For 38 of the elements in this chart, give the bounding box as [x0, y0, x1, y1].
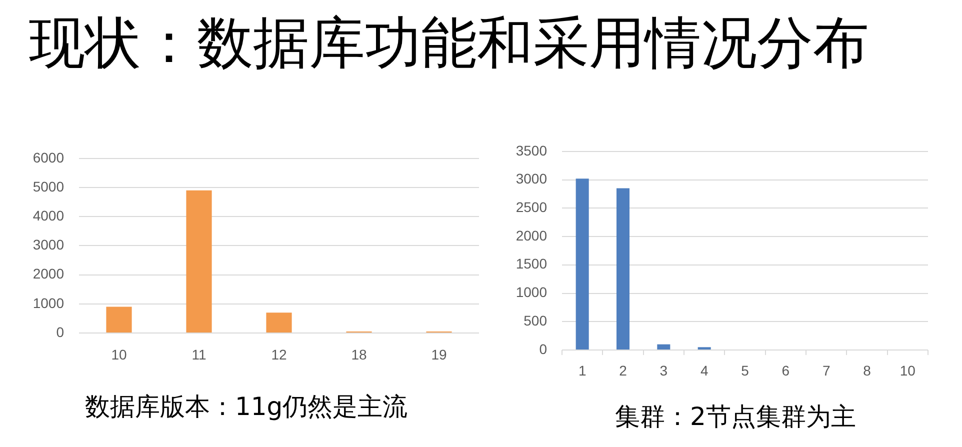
y-tick-label: 3000 [516, 170, 548, 187]
y-tick-label: 2000 [32, 266, 64, 282]
y-tick-label: 2000 [516, 227, 548, 244]
x-tick-label: 12 [271, 346, 287, 362]
x-tick-label: 5 [741, 362, 750, 378]
bar [616, 188, 630, 350]
y-tick-label: 1000 [32, 294, 64, 311]
y-tick-label: 2500 [516, 199, 548, 215]
bar [186, 190, 212, 332]
bar [266, 312, 292, 332]
chart-title: 现状：数据库功能和采用情况分布 [29, 10, 869, 78]
y-tick-label: 0 [539, 340, 548, 357]
x-tick-label: 10 [111, 346, 127, 362]
y-tick-label: 0 [56, 324, 64, 340]
y-tick-label: 4000 [32, 207, 64, 224]
x-tick-label: 1 [578, 362, 586, 378]
text: 集群：2节点集群为主 [615, 401, 856, 433]
y-tick-label: 1500 [516, 256, 548, 272]
text: 数据库版本：11g仍然是主流 [85, 391, 408, 423]
x-tick-label: 4 [700, 362, 708, 378]
x-tick-label: 8 [863, 362, 872, 378]
x-tick-label: 18 [351, 346, 367, 362]
bar [576, 178, 589, 350]
y-tick-label: 6000 [32, 149, 64, 166]
y-tick-label: 5000 [32, 178, 64, 194]
x-tick-label: 2 [619, 362, 628, 378]
y-tick-label: 500 [524, 312, 548, 328]
y-tick-label: 3000 [32, 236, 64, 253]
y-tick-label: 3500 [516, 142, 548, 158]
x-tick-label: 7 [822, 362, 830, 378]
bar [106, 306, 132, 332]
bar [657, 344, 670, 350]
x-tick-label: 11 [192, 346, 206, 362]
x-tick-label: 6 [782, 362, 790, 378]
x-tick-label: 19 [431, 346, 447, 362]
x-tick-label: 3 [660, 362, 668, 378]
y-tick-label: 1000 [516, 284, 548, 300]
x-tick-label: 10 [900, 362, 916, 378]
